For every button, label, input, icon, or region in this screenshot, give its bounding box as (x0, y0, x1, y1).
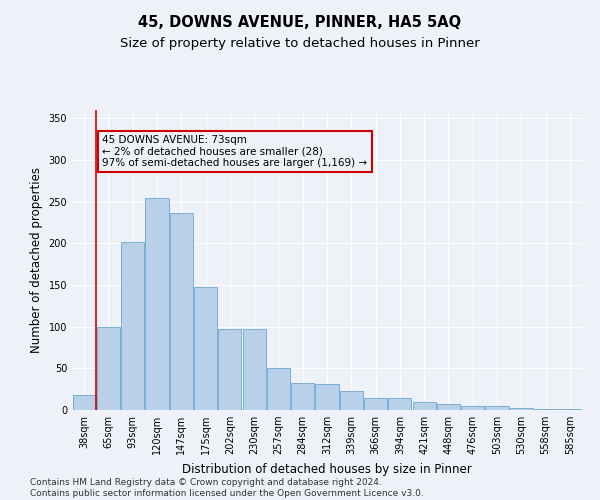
X-axis label: Distribution of detached houses by size in Pinner: Distribution of detached houses by size … (182, 462, 472, 475)
Bar (413, 402, 436, 410)
Bar (534, 409, 557, 410)
Text: Size of property relative to detached houses in Pinner: Size of property relative to detached ho… (120, 38, 480, 51)
Bar (97, 326, 120, 410)
Text: Contains HM Land Registry data © Crown copyright and database right 2024.
Contai: Contains HM Land Registry data © Crown c… (30, 478, 424, 498)
Bar (242, 329, 266, 410)
Bar (145, 198, 169, 410)
Bar (316, 384, 338, 410)
Bar (73, 395, 95, 410)
Text: 45, DOWNS AVENUE, PINNER, HA5 5AQ: 45, DOWNS AVENUE, PINNER, HA5 5AQ (139, 15, 461, 30)
Bar (437, 404, 460, 410)
Bar (510, 408, 533, 410)
Bar (121, 242, 144, 410)
Bar (388, 398, 412, 410)
Bar (267, 368, 290, 410)
Bar (218, 329, 241, 410)
Bar (170, 212, 193, 410)
Y-axis label: Number of detached properties: Number of detached properties (30, 167, 43, 353)
Bar (485, 406, 509, 410)
Bar (194, 286, 217, 410)
Bar (364, 398, 387, 410)
Bar (340, 391, 363, 410)
Bar (461, 406, 484, 410)
Bar (291, 382, 314, 410)
Text: 45 DOWNS AVENUE: 73sqm
← 2% of detached houses are smaller (28)
97% of semi-deta: 45 DOWNS AVENUE: 73sqm ← 2% of detached … (103, 135, 367, 168)
Bar (559, 409, 581, 410)
